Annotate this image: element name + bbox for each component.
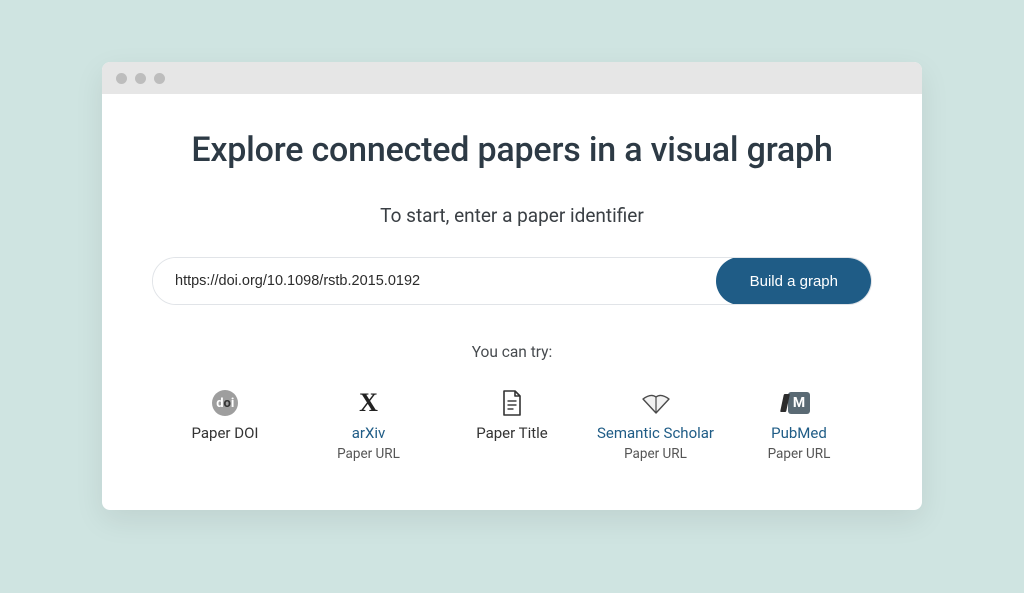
source-options: doi Paper DOI X arXiv Paper URL bbox=[142, 389, 882, 470]
source-subtitle: Paper URL bbox=[337, 446, 400, 462]
app-window: Explore connected papers in a visual gra… bbox=[102, 62, 922, 510]
source-option-arxiv[interactable]: X arXiv Paper URL bbox=[304, 389, 434, 462]
page-subtitle: To start, enter a paper identifier bbox=[142, 204, 882, 227]
arxiv-icon: X bbox=[359, 389, 378, 417]
search-bar: Build a graph bbox=[152, 257, 872, 305]
try-label: You can try: bbox=[142, 343, 882, 361]
source-option-doi[interactable]: doi Paper DOI bbox=[160, 389, 290, 462]
source-option-pubmed[interactable]: M PubMed Paper URL bbox=[734, 389, 864, 462]
document-icon bbox=[501, 389, 523, 417]
source-subtitle: Paper URL bbox=[768, 446, 831, 462]
window-control-dot[interactable] bbox=[116, 73, 127, 84]
pubmed-icon: M bbox=[788, 389, 810, 417]
window-control-dot[interactable] bbox=[135, 73, 146, 84]
semantic-scholar-icon bbox=[641, 389, 671, 417]
window-titlebar bbox=[102, 62, 922, 94]
window-control-dot[interactable] bbox=[154, 73, 165, 84]
source-title: arXiv bbox=[352, 425, 386, 442]
build-graph-button[interactable]: Build a graph bbox=[716, 257, 872, 305]
page-title: Explore connected papers in a visual gra… bbox=[142, 130, 882, 170]
source-title: Semantic Scholar bbox=[597, 425, 714, 442]
source-option-title[interactable]: Paper Title bbox=[447, 389, 577, 462]
source-title: Paper DOI bbox=[192, 425, 259, 442]
doi-icon: doi bbox=[212, 389, 238, 417]
paper-identifier-input[interactable] bbox=[153, 258, 717, 304]
source-option-semantic-scholar[interactable]: Semantic Scholar Paper URL bbox=[591, 389, 721, 462]
source-title: Paper Title bbox=[476, 425, 548, 442]
source-title: PubMed bbox=[771, 425, 827, 442]
source-subtitle: Paper URL bbox=[624, 446, 687, 462]
content-area: Explore connected papers in a visual gra… bbox=[102, 94, 922, 510]
